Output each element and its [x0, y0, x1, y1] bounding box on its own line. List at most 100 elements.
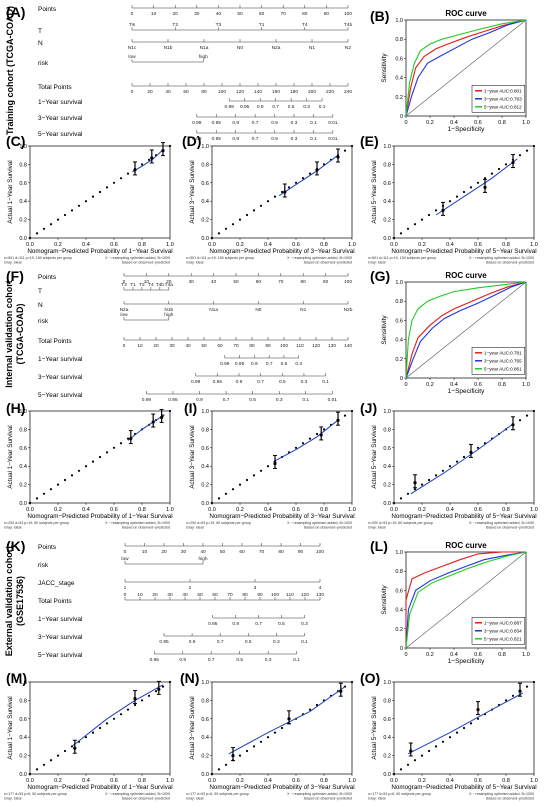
nomogram-tick-label: 30 [189, 279, 195, 285]
calibration-x-tick-label: 0.0 [26, 778, 34, 784]
calibration-ideal-dot [140, 699, 144, 702]
roc-legend-label: 3−year AUC:0.763 [484, 96, 522, 101]
roc-x-axis-label: 1−Specificity [448, 388, 485, 395]
calibration-ideal-dot [231, 488, 235, 491]
nomogram-tick-label: 0.9 [232, 136, 239, 142]
calibration-y-tick-label: 0.0 [19, 501, 27, 507]
nomogram-tick-label: 0.1 [302, 397, 309, 403]
nomogram-tick-label: 60 [217, 343, 223, 349]
calibration-ideal-dot [406, 227, 410, 230]
nomogram-tick-label: N1b [164, 307, 173, 313]
calibration-ideal-dot [273, 731, 277, 734]
calibration-y-tick-label: 0.2 [383, 483, 391, 489]
nomogram-tick-label: 0 [123, 343, 126, 349]
nomogram-tick-label: 110 [296, 343, 304, 349]
panel-letter-a: (A) [6, 4, 26, 20]
calibration-y-tick-label: 0.2 [19, 754, 27, 760]
calibration-ideal-dot [252, 209, 256, 212]
nomogram-tick-label: 100 [316, 549, 324, 555]
nomogram-row-label: 3−Year survival [38, 115, 83, 122]
calibration-ideal-dot [119, 442, 123, 445]
calibration-chart-training-5yr: 0.0 0.2 0.4 0.6 0.8 1.00.00.20.40.60.81.0Nomo… [368, 144, 538, 265]
roc-y-tick-label: 0.6 [395, 56, 403, 62]
calibration-y-tick-label: 0.2 [19, 483, 27, 489]
calibration-ideal-dot [98, 726, 102, 730]
nomogram-tick-label: 50 [220, 549, 226, 555]
nomogram-tick-label: 90 [324, 11, 330, 17]
calibration-ideal-dot [119, 713, 123, 716]
nomogram-tick-label: 0.9 [232, 120, 239, 126]
nomogram-tick-label: 0.3 [265, 657, 272, 663]
panel-letter-f: (F) [6, 268, 24, 284]
nomogram-tick-label: 10 [142, 549, 148, 555]
calibration-observed-point [273, 461, 277, 466]
calibration-ideal-dot [448, 200, 452, 203]
calibration-ideal-dot [28, 772, 32, 776]
calibration-x-tick-label: 0.2 [54, 507, 62, 513]
roc-legend-label: 5−year AUC:0.861 [484, 366, 522, 371]
calibration-plot-frame [29, 145, 171, 239]
panel-letter-i: (I) [184, 400, 198, 416]
panel-letter-n: (N) [180, 670, 200, 686]
calibration-ideal-dot [350, 409, 354, 413]
calibration-x-tick-label: 0.6 [110, 242, 118, 248]
calibration-ideal-dot [42, 227, 46, 230]
roc-y-tick-label: 1.0 [395, 18, 403, 24]
calibration-y-tick-label: 0.2 [201, 754, 209, 760]
nomogram-tick-label: T4a [165, 282, 174, 288]
nomogram-row-label: JACC_stage [38, 580, 75, 587]
calibration-ideal-dot [98, 455, 102, 459]
calibration-ideal-dot [252, 474, 256, 477]
calibration-y-tick-label: 1.0 [383, 144, 391, 150]
roc-y-tick-label: 0.2 [395, 357, 403, 363]
calibration-x-tick-label: 0.8 [320, 778, 328, 784]
calibration-y-axis-label: Actual 5−Year Survival [371, 160, 378, 223]
calibration-ideal-dot [448, 465, 452, 468]
roc-title: ROC curve [445, 9, 487, 18]
nomogram-tick-label: 10 [137, 592, 143, 598]
nomogram-tick-label: 80 [242, 592, 248, 598]
nomogram-tick-label: 80 [301, 279, 307, 285]
nomogram-tick-label: 0 [124, 592, 127, 598]
calibration-x-tick-label: 1.0 [166, 242, 174, 248]
nomogram-tick-label: 0.1 [322, 379, 329, 385]
calibration-observed-point [319, 433, 323, 437]
calibration-x-tick-label: 0.4 [446, 242, 454, 248]
calibration-ideal-dot [308, 437, 312, 440]
calibration-caption-left: Gray: ideal [4, 261, 22, 265]
calibration-ideal-dot [434, 209, 438, 212]
calibration-ideal-dot [441, 740, 445, 743]
calibration-ideal-dot [525, 414, 529, 417]
calibration-ideal-dot [476, 446, 480, 449]
nomogram-tick-label: T4 [302, 22, 308, 28]
nomogram-tick-label: 70 [227, 592, 233, 598]
roc-chart-internal: ROC curve 0 0.2 0.4 0.6 0.8 1.0 0 0.2 0.4 0.6 0.8 1.… [381, 271, 530, 395]
calibration-x-tick-label: 0.0 [390, 778, 398, 784]
calibration-ideal-dot [315, 432, 319, 436]
nomogram-tick-label: 0.99 [192, 120, 202, 126]
roc-legend-label: 3−year AUC:0.765 [484, 358, 522, 363]
calibration-y-tick-label: 1.0 [19, 409, 27, 415]
calibration-ideal-dot [420, 218, 424, 221]
nomogram-tick-label: 20 [153, 343, 159, 349]
calibration-ideal-dot [259, 204, 263, 207]
calibration-ideal-dot [455, 460, 459, 463]
roc-series-line [405, 281, 527, 379]
nomogram-tick-label: 70 [278, 279, 284, 285]
calibration-x-axis-label: Nomogram−Predicted Probability of 5−Year… [391, 513, 536, 520]
nomogram-tick-label: Tis [129, 22, 136, 28]
roc-x-tick-label: 0.6 [474, 120, 482, 126]
calibration-x-tick-label: 1.0 [348, 507, 356, 513]
roc-series-line [405, 19, 527, 117]
calibration-ideal-dot [112, 181, 116, 184]
calibration-ideal-dot [287, 186, 291, 189]
roc-chart-external: ROC curve 0 0.2 0.4 0.6 0.8 1.0 0 0.2 0.4 0.6 0.8 1.… [381, 541, 530, 665]
calibration-ideal-dot [35, 497, 39, 500]
nomogram-tick-label: 0.01 [328, 120, 338, 126]
calibration-ideal-dot [147, 694, 151, 697]
calibration-caption-right: Based on observed−predicted [122, 526, 170, 530]
calibration-ideal-dot [49, 223, 53, 226]
roc-series-line [405, 281, 527, 379]
calibration-ideal-dot [476, 717, 480, 720]
